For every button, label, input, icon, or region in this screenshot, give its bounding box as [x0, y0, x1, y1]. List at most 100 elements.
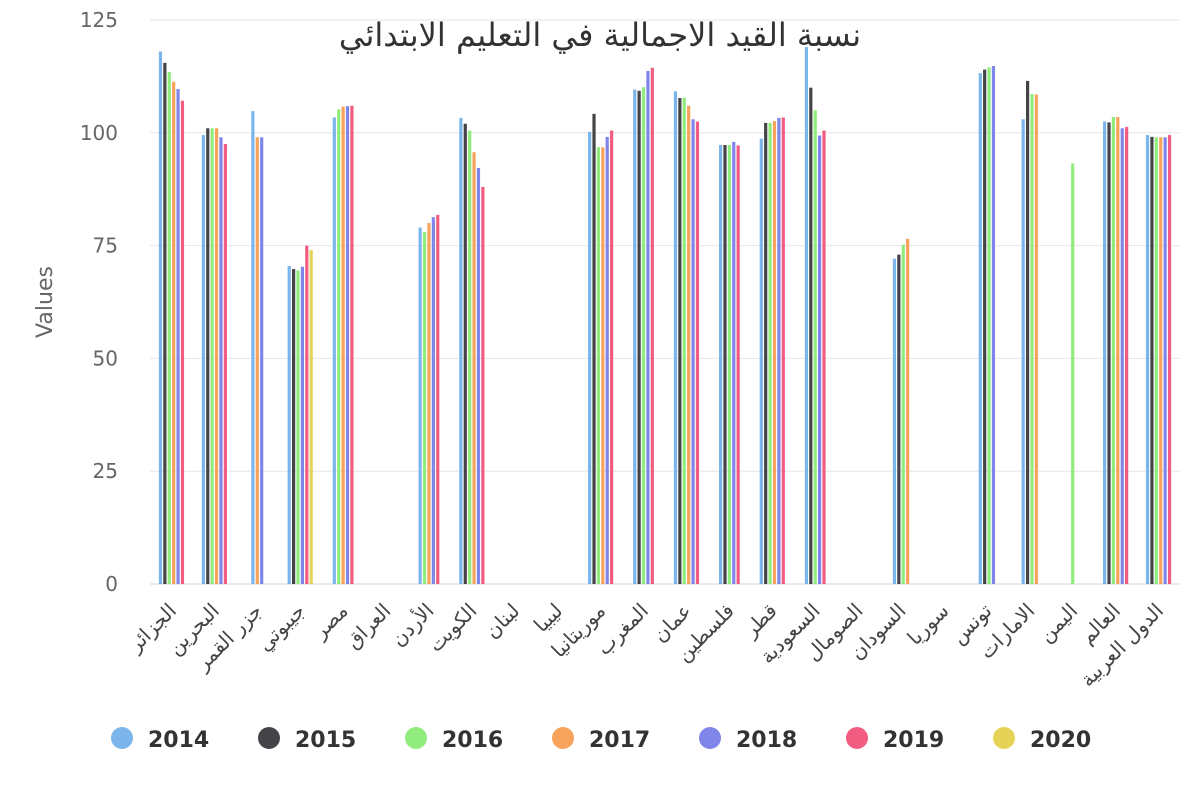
- bar: [768, 122, 772, 585]
- x-tick-label: جيبوتي: [252, 599, 310, 657]
- bar: [255, 137, 259, 584]
- bar: [468, 130, 472, 585]
- legend-label[interactable]: 2014: [148, 728, 209, 753]
- bar: [300, 266, 305, 584]
- bar: [637, 90, 641, 584]
- bar: [431, 217, 435, 585]
- x-tick-label: سوريا: [902, 599, 953, 650]
- bar: [906, 238, 910, 584]
- bar: [1111, 117, 1116, 584]
- bar: [1103, 121, 1107, 585]
- bar: [163, 62, 167, 585]
- bar: [180, 100, 185, 584]
- x-tick-label: الكويت: [423, 599, 481, 657]
- bar: [991, 66, 996, 584]
- y-axis-label: Values: [33, 266, 58, 338]
- x-tick-label: العراق: [341, 599, 396, 654]
- bar: [646, 70, 650, 585]
- bar: [1120, 128, 1124, 585]
- bar: [1154, 137, 1158, 584]
- bar: [764, 122, 768, 585]
- legend-label[interactable]: 2015: [295, 728, 356, 753]
- gridlines: [150, 19, 1180, 585]
- bar: [633, 89, 637, 584]
- bar: [214, 128, 219, 585]
- bar: [206, 128, 210, 585]
- y-tick-label: 25: [93, 459, 118, 483]
- bar: [1107, 122, 1111, 585]
- legend-label[interactable]: 2018: [736, 728, 797, 753]
- bar: [601, 147, 605, 585]
- y-tick-label: 100: [80, 121, 118, 145]
- bar: [892, 258, 897, 584]
- bar: [341, 106, 345, 584]
- bar: [418, 227, 422, 585]
- bar: [809, 87, 813, 585]
- y-tick-label: 125: [80, 8, 118, 32]
- bar: [476, 167, 481, 585]
- bar: [804, 47, 809, 584]
- bar: [309, 250, 313, 585]
- legend-marker: [699, 727, 721, 749]
- legend-label[interactable]: 2019: [883, 728, 944, 753]
- bar: [978, 73, 982, 585]
- bar: [687, 105, 691, 584]
- bar: [678, 98, 682, 584]
- bar: [1163, 137, 1167, 584]
- bar: [1159, 137, 1163, 584]
- legend-label[interactable]: 2016: [442, 728, 503, 753]
- bars: [158, 47, 1172, 585]
- bar: [605, 136, 609, 585]
- bar: [736, 145, 740, 584]
- bar: [727, 144, 731, 585]
- x-tick-label: اليمن: [1034, 599, 1082, 647]
- bar: [1167, 135, 1172, 584]
- y-tick-label: 75: [93, 234, 118, 258]
- bar: [777, 117, 781, 584]
- bar: [427, 223, 431, 585]
- bar: [260, 137, 264, 584]
- legend-label[interactable]: 2017: [589, 728, 650, 753]
- bar: [1025, 80, 1030, 584]
- bar: [1145, 135, 1150, 584]
- bar: [463, 123, 467, 584]
- bar: [292, 269, 296, 584]
- bar: [422, 232, 427, 584]
- bar: [472, 152, 476, 584]
- y-tick-label: 0: [105, 572, 118, 596]
- bar: [592, 113, 596, 584]
- bar: [1150, 136, 1154, 585]
- bar: [718, 144, 723, 585]
- bar: [1071, 163, 1075, 585]
- bar: [158, 51, 163, 584]
- bar: [305, 245, 309, 584]
- bar: [650, 67, 654, 584]
- legend-marker: [846, 727, 868, 749]
- legend-marker: [405, 727, 427, 749]
- legend: 2014 2015 2016 2017 2018 2019 2020: [111, 727, 1091, 753]
- bar: [345, 106, 350, 585]
- bar: [759, 138, 763, 585]
- bar: [1034, 94, 1038, 584]
- bar: [481, 186, 485, 584]
- bar: [813, 110, 817, 585]
- bar: [673, 91, 678, 584]
- bar: [296, 270, 300, 584]
- bar: [772, 121, 777, 584]
- legend-label[interactable]: 2020: [1030, 728, 1091, 753]
- bar: [1021, 119, 1025, 584]
- bar: [897, 254, 901, 584]
- bar: [818, 135, 822, 584]
- y-axis-ticks: 0 25 50 75 100 125: [80, 8, 118, 596]
- bar: [210, 128, 214, 585]
- legend-marker: [993, 727, 1015, 749]
- bar: [901, 244, 905, 584]
- bar: [596, 147, 601, 585]
- bar: [201, 135, 205, 584]
- bar: [987, 67, 991, 584]
- legend-marker: [258, 727, 280, 749]
- bar: [781, 117, 785, 585]
- bar: [983, 69, 987, 584]
